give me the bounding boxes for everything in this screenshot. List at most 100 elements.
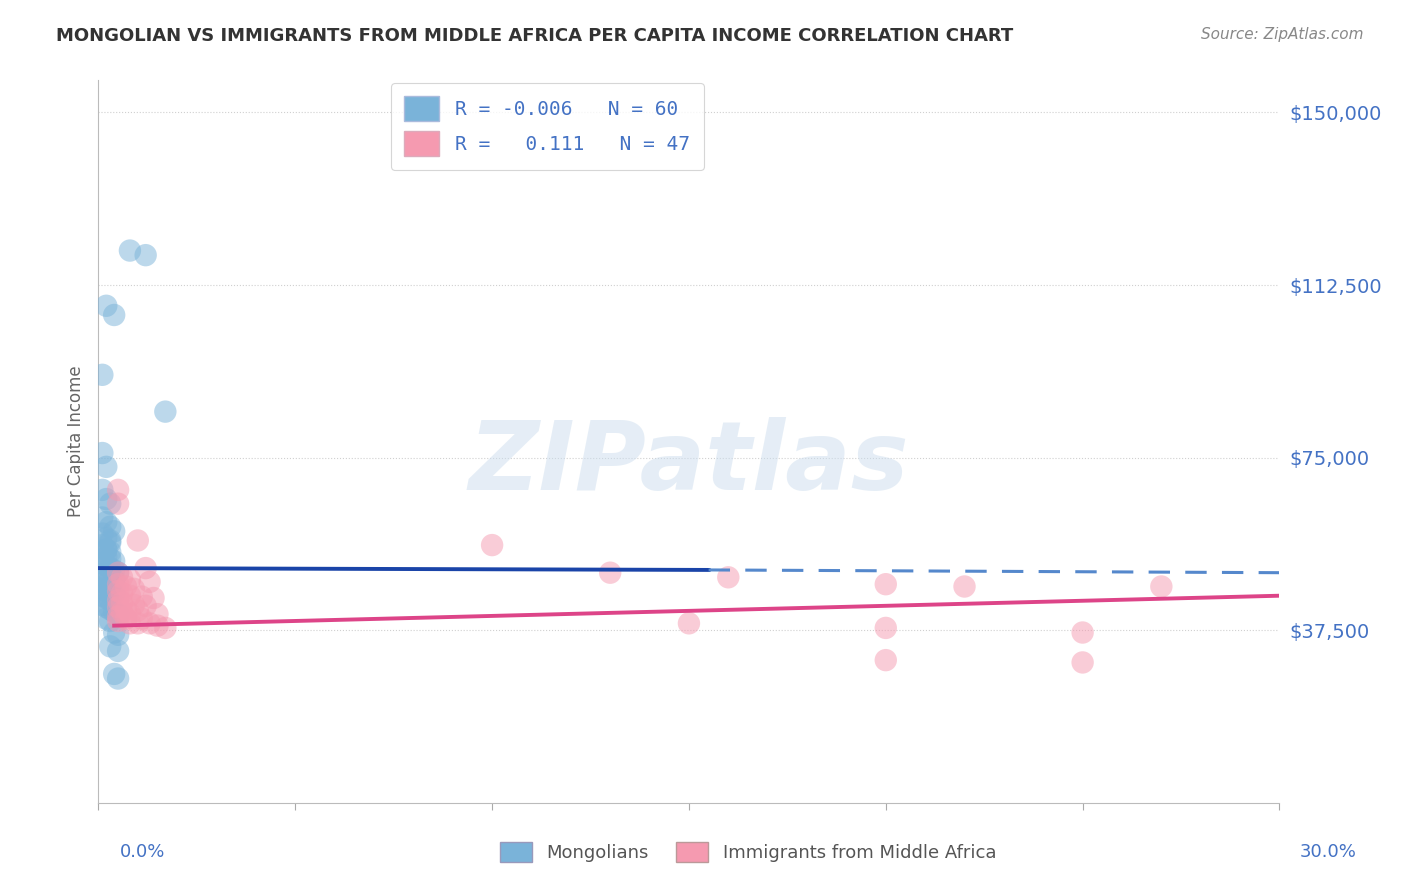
Point <box>875 653 897 667</box>
Point <box>107 614 129 628</box>
Point <box>96 558 118 573</box>
Point <box>1071 656 1094 670</box>
Point <box>481 538 503 552</box>
Point <box>103 667 125 681</box>
Point <box>135 561 157 575</box>
Y-axis label: Per Capita Income: Per Capita Income <box>66 366 84 517</box>
Point <box>103 563 125 577</box>
Point <box>98 580 121 594</box>
Point <box>96 491 118 506</box>
Point <box>98 585 121 599</box>
Point <box>96 459 118 474</box>
Point <box>122 598 145 612</box>
Point <box>91 582 114 596</box>
Point <box>115 602 138 616</box>
Point <box>717 570 740 584</box>
Point <box>98 497 121 511</box>
Point <box>875 621 897 635</box>
Point <box>98 571 121 585</box>
Point <box>96 612 118 626</box>
Point <box>91 598 114 612</box>
Text: MONGOLIAN VS IMMIGRANTS FROM MIDDLE AFRICA PER CAPITA INCOME CORRELATION CHART: MONGOLIAN VS IMMIGRANTS FROM MIDDLE AFRI… <box>56 27 1014 45</box>
Point <box>91 483 114 497</box>
Point <box>107 628 129 642</box>
Text: Source: ZipAtlas.com: Source: ZipAtlas.com <box>1201 27 1364 42</box>
Point <box>875 577 897 591</box>
Point <box>135 248 157 262</box>
Point <box>98 561 121 575</box>
Point <box>103 554 125 568</box>
Point <box>103 581 125 595</box>
Point <box>107 644 129 658</box>
Point <box>107 566 129 580</box>
Point <box>98 519 121 533</box>
Point <box>118 573 141 587</box>
Point <box>96 600 118 615</box>
Point <box>115 612 138 626</box>
Point <box>91 446 114 460</box>
Point <box>111 605 134 619</box>
Point <box>103 605 125 619</box>
Legend: Mongolians, Immigrants from Middle Africa: Mongolians, Immigrants from Middle Afric… <box>499 841 997 863</box>
Point <box>138 616 160 631</box>
Point <box>96 531 118 545</box>
Text: 0.0%: 0.0% <box>120 843 165 861</box>
Point <box>118 607 141 621</box>
Point <box>953 580 976 594</box>
Point <box>131 612 153 626</box>
Point <box>599 566 621 580</box>
Point <box>107 600 129 615</box>
Point <box>103 573 125 587</box>
Point <box>96 591 118 605</box>
Point <box>146 618 169 632</box>
Point <box>1150 580 1173 594</box>
Point <box>98 593 121 607</box>
Point <box>107 483 129 497</box>
Point <box>96 542 118 557</box>
Point <box>91 547 114 561</box>
Point <box>678 616 700 631</box>
Point <box>98 545 121 559</box>
Point <box>107 593 129 607</box>
Point <box>146 607 169 621</box>
Point <box>91 557 114 571</box>
Point <box>98 552 121 566</box>
Point <box>96 542 118 557</box>
Point <box>91 368 114 382</box>
Point <box>138 574 160 589</box>
Point <box>107 609 129 624</box>
Point <box>131 590 153 604</box>
Point <box>96 299 118 313</box>
Point <box>98 533 121 548</box>
Point <box>118 616 141 631</box>
Text: ZIPatlas: ZIPatlas <box>468 417 910 509</box>
Point <box>107 607 129 621</box>
Point <box>96 549 118 564</box>
Point <box>127 533 149 548</box>
Point <box>127 616 149 631</box>
Point <box>107 577 129 591</box>
Point <box>107 672 129 686</box>
Point <box>103 308 125 322</box>
Point <box>118 589 141 603</box>
Point <box>96 570 118 584</box>
Point <box>111 596 134 610</box>
Point <box>96 515 118 529</box>
Point <box>142 591 165 605</box>
Point <box>115 580 138 594</box>
Point <box>155 621 177 635</box>
Point <box>118 244 141 258</box>
Point <box>103 625 125 640</box>
Point <box>111 586 134 600</box>
Point <box>1071 625 1094 640</box>
Point <box>127 603 149 617</box>
Point <box>98 614 121 628</box>
Point <box>98 640 121 654</box>
Point <box>122 582 145 596</box>
Point <box>107 584 129 599</box>
Point <box>91 568 114 582</box>
Point <box>91 538 114 552</box>
Point <box>107 497 129 511</box>
Point <box>107 566 129 580</box>
Point <box>103 586 125 600</box>
